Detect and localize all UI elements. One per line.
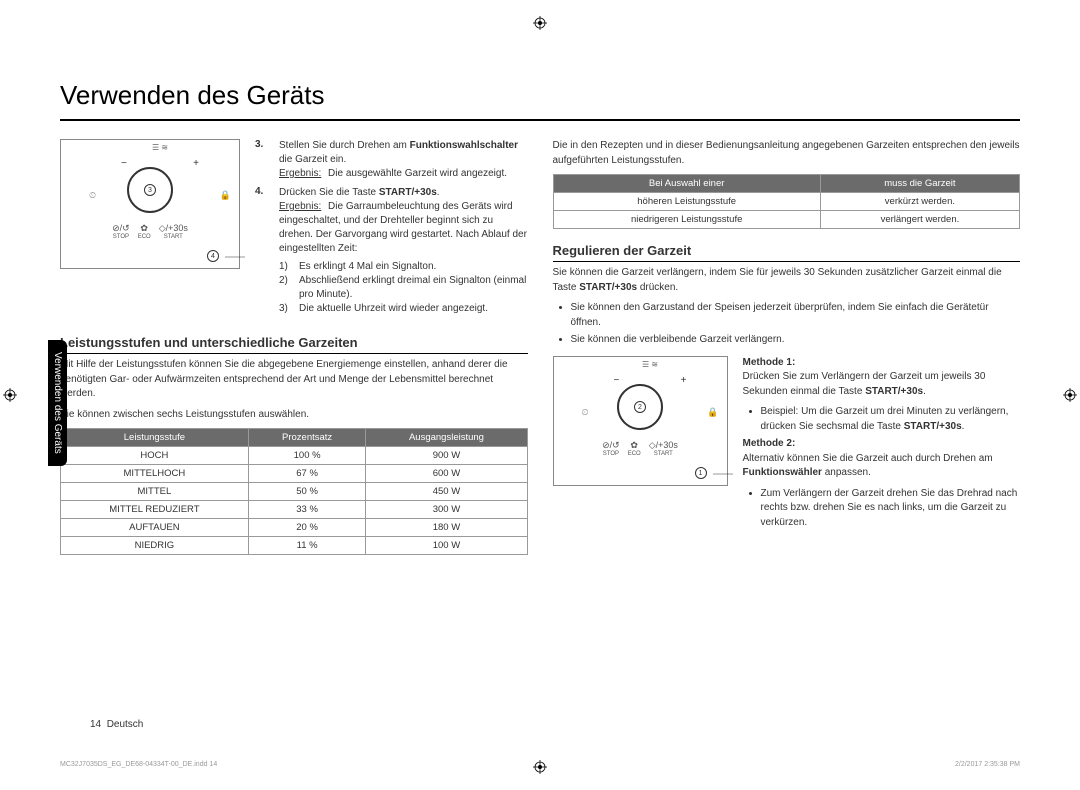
power-th-2: Ausgangsleistung	[366, 429, 527, 447]
step-num-3: 3.	[255, 139, 269, 181]
adjust-table: Bei Auswahl einer muss die Garzeit höher…	[553, 174, 1021, 229]
subsection-power: Leistungsstufen und unterschiedliche Gar…	[60, 335, 528, 354]
lock-left-icon: ⏲	[582, 407, 589, 418]
eco-button-label: ✿ECO	[628, 440, 641, 457]
power-table: Leistungsstufe Prozentsatz Ausgangsleist…	[60, 428, 528, 555]
table-row: HOCH100 %900 W	[61, 447, 528, 465]
table-row: MITTEL50 %450 W	[61, 483, 528, 501]
result-label: Ergebnis:	[279, 201, 321, 212]
crop-mark-top	[533, 16, 547, 30]
step-body-4: Drücken Sie die Taste START/+30s. Ergebn…	[279, 186, 528, 316]
control-diagram-1: ☰ ≋ − + 3 ⏲🔒 ⊘/↺STOP ✿ECO ◇/+30sSTART 4	[60, 139, 240, 269]
right-column: Die in den Rezepten und in dieser Bedien…	[553, 139, 1021, 561]
steps-block: 3. Stellen Sie durch Drehen am Funktions…	[255, 139, 528, 321]
title-rule	[60, 119, 1020, 121]
callout-4: 4	[207, 250, 219, 262]
dial-plus: +	[681, 375, 687, 386]
methods-text: Methode 1: Drücken Sie zum Verlängern de…	[743, 356, 1021, 534]
table-row: höheren Leistungsstufeverkürzt werden.	[553, 193, 1020, 211]
table-row: AUFTAUEN20 %180 W	[61, 519, 528, 537]
adjust-th-1: muss die Garzeit	[820, 175, 1019, 193]
table-row: niedrigeren Leistungsstufeverlängert wer…	[553, 211, 1020, 229]
mode-icons: ☰ ≋	[71, 143, 249, 152]
table-row: MITTEL REDUZIERT33 %300 W	[61, 501, 528, 519]
power-th-0: Leistungsstufe	[61, 429, 249, 447]
step-body-3: Stellen Sie durch Drehen am Funktionswah…	[279, 139, 528, 181]
step-num-4: 4.	[255, 186, 269, 316]
stop-button-label: ⊘/↺STOP	[602, 440, 620, 457]
power-th-1: Prozentsatz	[248, 429, 366, 447]
power-intro: Mit Hilfe der Leistungsstufen können Sie…	[60, 358, 528, 402]
dial-plus: +	[193, 158, 199, 169]
method2-label: Methode 2:	[743, 438, 796, 449]
mode-icons: ☰ ≋	[564, 360, 737, 369]
page-footer: 14 Deutsch	[90, 719, 143, 730]
method1-label: Methode 1:	[743, 357, 796, 368]
footer-meta: MC32J7035DS_EG_DE68-04334T-00_DE.indd 14…	[60, 761, 1020, 768]
stop-button-label: ⊘/↺STOP	[112, 223, 130, 240]
lock-right-icon: 🔒	[707, 407, 718, 418]
regulate-bullets: Sie können den Garzustand der Speisen je…	[553, 301, 1021, 348]
crop-mark-right	[1063, 388, 1077, 402]
callout-1: 1	[695, 467, 707, 479]
page-title: Verwenden des Geräts	[60, 80, 1020, 111]
power-intro2: Sie können zwischen sechs Leistungsstufe…	[60, 408, 528, 423]
dial-minus: −	[614, 375, 620, 386]
dial-minus: −	[121, 158, 127, 169]
start-button-label: ◇/+30sSTART	[649, 440, 678, 457]
regulate-para: Sie können die Garzeit verlängern, indem…	[553, 266, 1021, 295]
lock-right-icon: 🔒	[220, 190, 231, 201]
crop-mark-left	[3, 388, 17, 402]
result-label: Ergebnis:	[279, 168, 321, 179]
table-row: NIEDRIG11 %100 W	[61, 537, 528, 555]
subsection-regulate: Regulieren der Garzeit	[553, 243, 1021, 262]
lock-left-icon: ⏲	[89, 190, 96, 201]
sidebar-tab: Verwenden des Geräts	[48, 340, 67, 466]
start-button-label: ◇/+30sSTART	[159, 223, 188, 240]
table-row: MITTELHOCH67 %600 W	[61, 465, 528, 483]
left-column: ☰ ≋ − + 3 ⏲🔒 ⊘/↺STOP ✿ECO ◇/+30sSTART 4	[60, 139, 528, 561]
control-diagram-2: ☰ ≋ − + 2 ⏲🔒 ⊘/↺STOP ✿ECO ◇/+30sSTART 1	[553, 356, 728, 486]
adjust-th-0: Bei Auswahl einer	[553, 175, 820, 193]
right-intro: Die in den Rezepten und in dieser Bedien…	[553, 139, 1021, 168]
eco-button-label: ✿ECO	[138, 223, 151, 240]
